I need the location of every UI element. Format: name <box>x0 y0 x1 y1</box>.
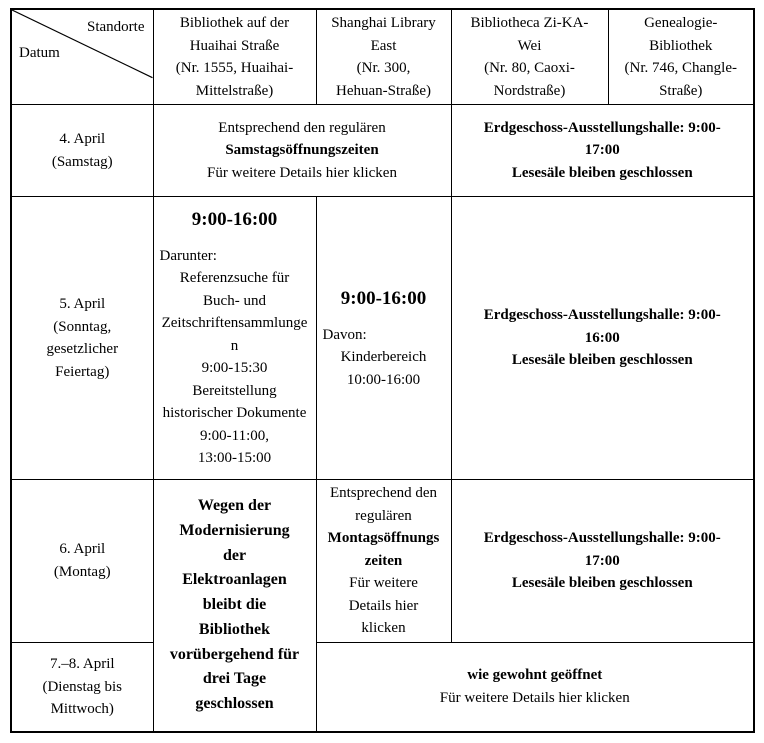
details-click-link[interactable]: Für weitere Details hier klicken <box>348 575 419 636</box>
row-april-6: 6. April (Montag) Wegen der Modernisieru… <box>10 479 755 733</box>
open-as-usual-label: wie gewohnt geöffnet <box>467 667 603 684</box>
row-april-4: 4. April (Samstag) Entsprechend den regu… <box>10 104 755 197</box>
opening-hours-table: Standorte Datum Bibliothek auf der Huaih… <box>10 8 755 733</box>
exhibition-hall-hours: Erdgeschoss-Ausstellungshalle: 9:00- 17:… <box>483 530 721 591</box>
cell-april4-exhibition-hall: Erdgeschoss-Ausstellungshalle: 9:00- 17:… <box>450 104 755 197</box>
details-click-link[interactable]: Für weitere Details hier klicken <box>439 689 630 706</box>
cell-april5-east-hours: 9:00-16:00 Davon: Kinderbereich 10:00-16… <box>315 196 452 480</box>
cell-april6-exhibition-hall: Erdgeschoss-Ausstellungshalle: 9:00- 17:… <box>450 479 755 643</box>
cell-april6-east-regular-hours: Entsprechend den regulären Montagsöffnun… <box>315 479 452 643</box>
row-april-7-8: 7.–8. April (Dienstag bis Mittwoch) wie … <box>10 641 755 733</box>
row-april-5: 5. April (Sonntag, gesetzlicher Feiertag… <box>10 196 755 480</box>
east-davon-label: Davon: <box>322 326 367 343</box>
header-col-east-label: Shanghai Library East (Nr. 300, Hehuan-S… <box>331 15 436 99</box>
closure-notice-text: Wegen der Modernisierung der Elektroanla… <box>169 496 300 713</box>
regular-hours-intro: Entsprechend den regulären <box>218 119 386 136</box>
cell-april7-8-open-as-usual: wie gewohnt geöffnet Für weitere Details… <box>315 641 755 733</box>
diagonal-divider-line <box>12 10 153 104</box>
date-label-april-4: 4. April (Samstag) <box>51 131 113 170</box>
header-col-huaihai-library: Bibliothek auf der Huaihai Straße (Nr. 1… <box>152 8 317 105</box>
cell-april5-huaihai-hours: 9:00-16:00 Darunter: Referenzsuche für B… <box>152 196 317 480</box>
details-click-link[interactable]: Für weitere Details hier klicken <box>207 164 397 181</box>
east-opening-time: 9:00-16:00 <box>340 288 427 309</box>
saturday-hours-label: Samstagsöffnungszeiten <box>225 142 379 159</box>
header-col-shanghai-library-east: Shanghai Library East (Nr. 300, Hehuan-S… <box>315 8 452 105</box>
huaihai-service-details: Referenzsuche für Buch- und Zeitschrifte… <box>161 270 308 467</box>
east-regular-intro: Entsprechend den regulären <box>329 485 438 524</box>
exhibition-hall-hours: Erdgeschoss-Ausstellungshalle: 9:00- 17:… <box>483 119 721 181</box>
header-col-bibliotheca-zikawei: Bibliotheca Zi-KA- Wei (Nr. 80, Caoxi- N… <box>450 8 609 105</box>
header-row: Standorte Datum Bibliothek auf der Huaih… <box>10 8 755 105</box>
date-cell-april-4: 4. April (Samstag) <box>10 104 154 197</box>
corner-label-standorte: Standorte <box>87 19 145 35</box>
corner-cell-standorte-datum: Standorte Datum <box>10 8 154 105</box>
cell-april5-exhibition-hall: Erdgeschoss-Ausstellungshalle: 9:00- 16:… <box>450 196 755 480</box>
date-cell-april-5: 5. April (Sonntag, gesetzlicher Feiertag… <box>10 196 154 480</box>
huaihai-darunter-label: Darunter: <box>159 247 217 264</box>
monday-hours-label: Montagsöffnungs zeiten <box>327 530 440 569</box>
exhibition-hall-hours: Erdgeschoss-Ausstellungshalle: 9:00- 16:… <box>483 307 721 369</box>
header-col-huaihai-label: Bibliothek auf der Huaihai Straße (Nr. 1… <box>175 15 294 99</box>
corner-label-datum: Datum <box>19 45 60 61</box>
cell-huaihai-closure-notice: Wegen der Modernisierung der Elektroanla… <box>152 479 317 733</box>
huaihai-opening-time: 9:00-16:00 <box>191 209 278 231</box>
date-cell-april-6: 6. April (Montag) <box>10 479 154 643</box>
header-col-zikawei-label: Bibliotheca Zi-KA- Wei (Nr. 80, Caoxi- N… <box>470 15 589 99</box>
date-label-april-5: 5. April (Sonntag, gesetzlicher Feiertag… <box>46 296 119 380</box>
cell-april4-regular-hours: Entsprechend den regulären Samstagsöffnu… <box>152 104 452 197</box>
date-cell-april-7-8: 7.–8. April (Dienstag bis Mittwoch) <box>10 641 154 733</box>
date-label-april-6: 6. April (Montag) <box>53 541 111 580</box>
header-col-genealogie-bibliothek: Genealogie- Bibliothek (Nr. 746, Changle… <box>607 8 755 105</box>
east-service-details: Kinderbereich 10:00-16:00 <box>340 349 427 388</box>
date-label-april-7-8: 7.–8. April (Dienstag bis Mittwoch) <box>42 656 123 717</box>
header-col-genealogie-label: Genealogie- Bibliothek (Nr. 746, Changle… <box>624 15 737 99</box>
